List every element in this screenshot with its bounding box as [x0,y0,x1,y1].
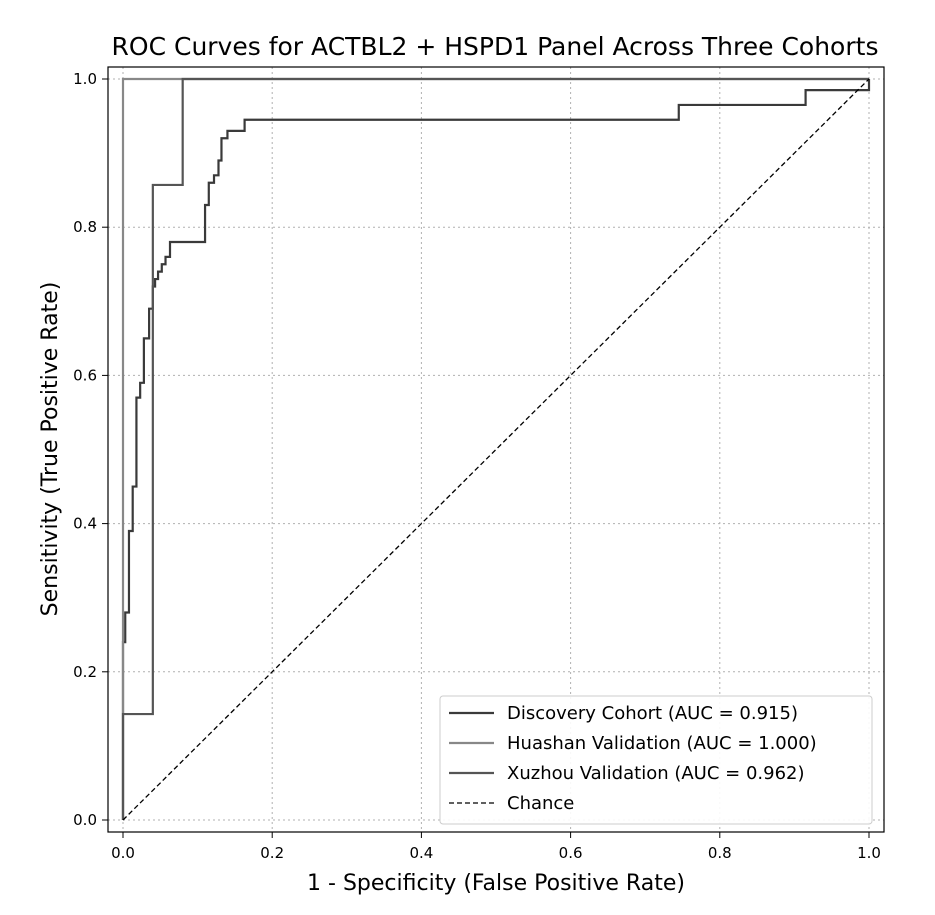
x-axis-ticks: 0.0 0.2 0.4 0.6 0.8 1.0 [111,832,881,862]
y-axis-ticks: 0.0 0.2 0.4 0.6 0.8 1.0 [73,70,108,829]
y-tick-label: 0.2 [73,663,97,681]
y-tick-label: 0.8 [73,218,97,236]
x-tick-label: 0.6 [559,844,583,862]
y-tick-label: 0.6 [73,366,97,384]
x-tick-label: 1.0 [857,844,881,862]
legend-label-huashan-validation: Huashan Validation (AUC = 1.000) [507,733,817,754]
legend-label-chance: Chance [507,793,574,814]
y-tick-label: 0.4 [73,515,97,533]
chart-title: ROC Curves for ACTBL2 + HSPD1 Panel Acro… [112,32,879,61]
y-tick-label: 1.0 [73,70,97,88]
y-axis-label: Sensitivity (True Positive Rate) [38,282,63,617]
x-tick-label: 0.0 [111,844,135,862]
x-tick-label: 0.8 [708,844,732,862]
x-axis-label: 1 - Specificity (False Positive Rate) [307,871,685,896]
x-tick-label: 0.4 [409,844,433,862]
y-tick-label: 0.0 [73,811,97,829]
x-tick-label: 0.2 [260,844,284,862]
legend: Discovery Cohort (AUC = 0.915) Huashan Va… [440,696,872,824]
legend-label-xuzhou-validation: Xuzhou Validation (AUC = 0.962) [507,763,805,784]
legend-label-discovery-cohort: Discovery Cohort (AUC = 0.915) [507,703,798,724]
